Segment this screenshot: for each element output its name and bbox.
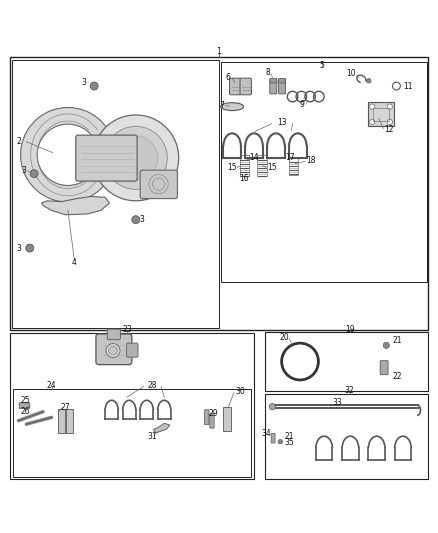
Text: 10: 10: [346, 69, 356, 78]
Bar: [13, 389, 251, 477]
Text: 33: 33: [332, 398, 342, 407]
Text: 35: 35: [285, 438, 294, 447]
FancyBboxPatch shape: [140, 170, 177, 199]
Polygon shape: [153, 423, 170, 433]
Circle shape: [367, 78, 371, 83]
FancyBboxPatch shape: [240, 78, 251, 95]
Text: 25: 25: [20, 395, 30, 405]
Bar: [265, 332, 428, 391]
Text: 28: 28: [148, 381, 157, 390]
Text: 12: 12: [385, 125, 394, 134]
Text: 18: 18: [306, 156, 315, 165]
Text: 27: 27: [60, 403, 70, 412]
Circle shape: [106, 344, 120, 358]
Circle shape: [132, 216, 140, 223]
Bar: [373, 108, 389, 121]
Bar: [10, 333, 254, 479]
Text: 1: 1: [217, 47, 221, 56]
Bar: [223, 407, 231, 431]
Text: 9: 9: [300, 100, 305, 109]
Text: 17: 17: [285, 154, 295, 163]
Bar: [221, 61, 427, 282]
Bar: [12, 60, 219, 328]
Text: 34: 34: [261, 429, 271, 438]
Text: 29: 29: [209, 409, 219, 418]
Bar: [66, 409, 73, 433]
Text: 14: 14: [249, 154, 259, 163]
FancyBboxPatch shape: [127, 343, 138, 357]
Circle shape: [90, 82, 98, 90]
Text: 20: 20: [280, 333, 290, 342]
Circle shape: [104, 126, 167, 189]
Circle shape: [370, 119, 375, 125]
FancyBboxPatch shape: [270, 79, 277, 94]
FancyBboxPatch shape: [205, 410, 209, 425]
FancyBboxPatch shape: [279, 78, 286, 83]
Circle shape: [93, 115, 179, 201]
Polygon shape: [42, 197, 110, 215]
Bar: [289, 157, 298, 175]
Text: 5: 5: [319, 61, 325, 69]
Text: 2: 2: [16, 137, 21, 146]
Circle shape: [30, 169, 38, 177]
Text: 22: 22: [392, 373, 402, 382]
Text: 3: 3: [21, 166, 26, 175]
Text: 16: 16: [240, 174, 249, 183]
Text: 7: 7: [220, 101, 225, 110]
FancyBboxPatch shape: [368, 102, 394, 126]
Text: 19: 19: [345, 325, 354, 334]
Text: 24: 24: [47, 381, 57, 390]
Text: 32: 32: [345, 385, 354, 394]
Ellipse shape: [221, 103, 244, 110]
Text: 15: 15: [267, 163, 277, 172]
FancyBboxPatch shape: [271, 433, 275, 443]
Text: 3: 3: [139, 215, 144, 224]
Circle shape: [269, 403, 276, 410]
Bar: [58, 409, 65, 433]
Text: 11: 11: [403, 82, 413, 91]
Text: 4: 4: [72, 259, 77, 268]
Circle shape: [26, 244, 34, 252]
FancyBboxPatch shape: [230, 78, 241, 95]
Text: 26: 26: [20, 407, 30, 416]
Text: 3: 3: [81, 78, 87, 87]
Circle shape: [387, 119, 392, 125]
Text: 15: 15: [227, 163, 237, 172]
FancyBboxPatch shape: [76, 135, 137, 181]
Circle shape: [278, 440, 283, 444]
FancyBboxPatch shape: [210, 413, 214, 428]
Circle shape: [383, 342, 389, 349]
Bar: [257, 155, 267, 176]
FancyBboxPatch shape: [270, 78, 277, 83]
Text: 30: 30: [236, 387, 245, 396]
Text: 21: 21: [285, 432, 294, 441]
Circle shape: [109, 346, 117, 355]
FancyBboxPatch shape: [107, 329, 120, 340]
Text: 21: 21: [392, 336, 402, 344]
Circle shape: [387, 104, 392, 109]
Text: 3: 3: [16, 245, 21, 254]
FancyBboxPatch shape: [19, 403, 30, 408]
Circle shape: [114, 136, 158, 180]
Bar: [265, 393, 428, 479]
Circle shape: [370, 104, 375, 109]
Text: 8: 8: [265, 68, 270, 77]
FancyBboxPatch shape: [279, 79, 286, 94]
Bar: [240, 155, 249, 176]
FancyBboxPatch shape: [380, 361, 388, 375]
Wedge shape: [21, 108, 114, 202]
Text: 23: 23: [122, 325, 132, 334]
Text: 6: 6: [226, 73, 231, 82]
Text: 13: 13: [278, 118, 287, 127]
Text: 31: 31: [148, 432, 157, 441]
Bar: [10, 57, 428, 330]
FancyBboxPatch shape: [96, 334, 132, 365]
